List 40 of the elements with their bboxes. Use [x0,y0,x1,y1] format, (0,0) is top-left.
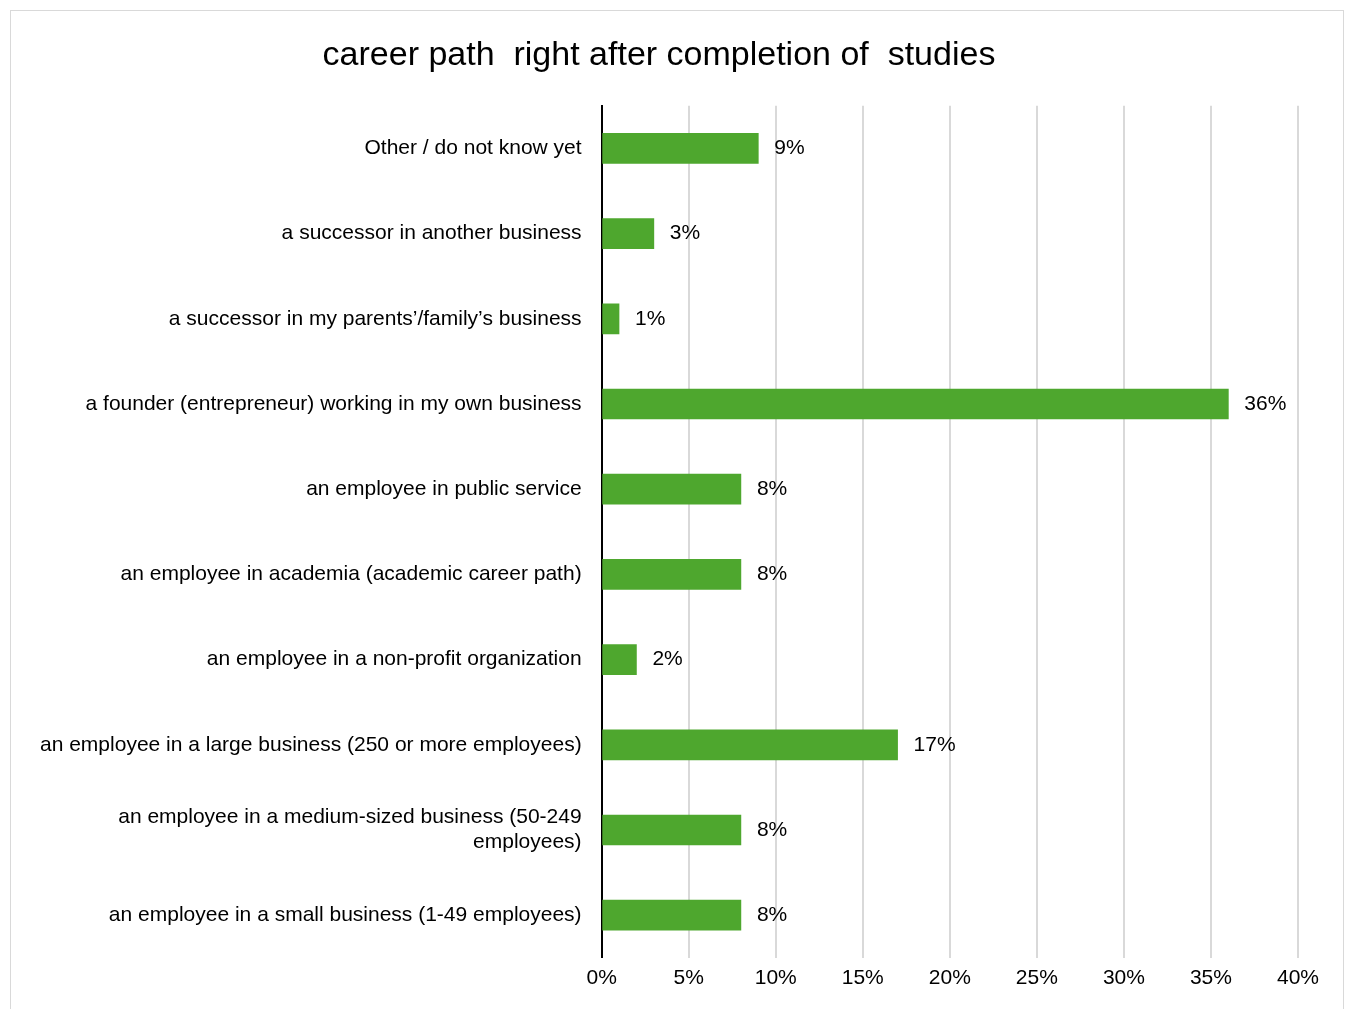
y-tick-label: Other / do not know yet [364,135,582,159]
data-label: 8% [756,816,788,840]
data-label: 17% [913,731,956,755]
x-tick-label: 5% [673,965,704,989]
y-tick-label: an employee in academia (academic career path) [120,561,582,585]
x-tick-label: 25% [1015,965,1058,989]
y-tick-label: a founder (entrepreneur) working in my own business [85,390,582,414]
bar [602,473,742,505]
bar [602,729,898,761]
bar [602,899,742,931]
data-label: 9% [774,135,805,159]
data-label: 8% [756,902,788,925]
y-tick-label: an employee in a large business (250 or more employees) [40,731,582,755]
chart-title: career path right after completion of studies [322,33,996,72]
bar [602,133,759,164]
data-label: 3% [669,220,701,244]
x-tick-label: 20% [928,965,971,989]
bar [602,644,637,675]
data-label: 8% [756,476,788,499]
bar [602,814,742,846]
y-tick-label: an employee in a medium-sized business (50-249 employees) [118,804,582,853]
data-label: 36% [1244,390,1287,414]
x-tick-label: 15% [841,965,884,989]
x-tick-label: 10% [754,965,797,989]
y-tick-label: an employee in public service [306,476,582,499]
y-tick-label: a successor in another business [281,220,582,244]
bar [602,559,742,590]
x-tick-label: 30% [1102,965,1145,989]
data-label: 1% [635,305,666,329]
y-tick-label: an employee in a non-profit organization [206,646,582,670]
data-label: 8% [756,561,788,585]
x-tick-label: 40% [1276,965,1320,989]
data-label: 2% [652,646,683,670]
y-tick-label: a successor in my parents’/family’s business [168,305,582,329]
bar [602,388,1229,420]
x-tick-label: 35% [1189,965,1232,989]
y-tick-label: an employee in a small business (1-49 employees) [108,902,582,925]
bar [602,303,620,335]
bar [602,218,655,249]
x-tick-label: 0% [586,965,617,989]
